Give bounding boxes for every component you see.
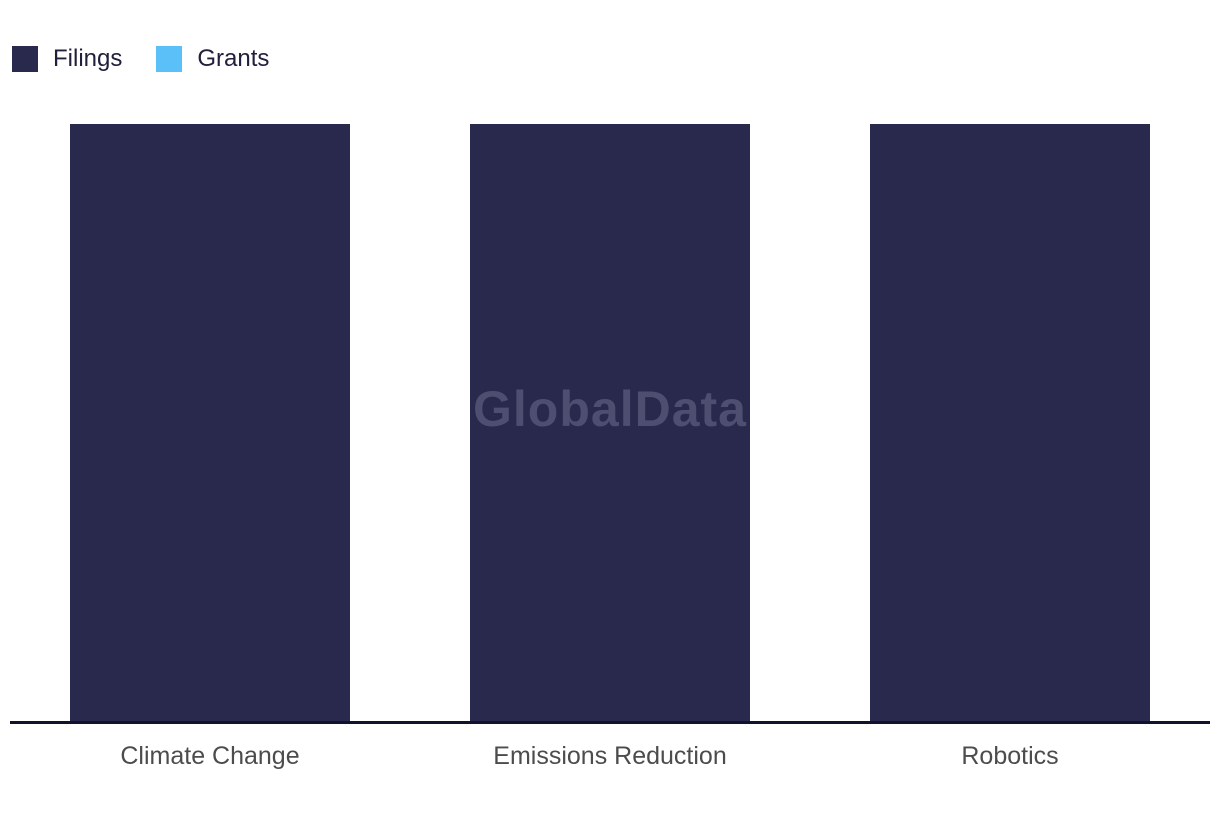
filings-swatch xyxy=(12,46,38,72)
legend-label-filings: Filings xyxy=(53,45,123,72)
plot-area xyxy=(0,124,1220,722)
legend-label-grants: Grants xyxy=(197,45,270,72)
legend: Filings Grants xyxy=(12,45,269,73)
bar-group-robotics xyxy=(870,124,1150,722)
bar-filings-climate-change[interactable] xyxy=(70,124,350,722)
legend-item-filings[interactable]: Filings xyxy=(12,45,122,73)
bar-group-emissions-reduction xyxy=(470,124,750,722)
bar-filings-emissions-reduction[interactable] xyxy=(470,124,750,722)
category-label-emissions-reduction: Emissions Reduction xyxy=(493,742,727,770)
x-axis-line xyxy=(10,721,1210,724)
category-labels-row: Climate Change Emissions Reduction Robotic… xyxy=(0,741,1220,771)
bar-filings-robotics[interactable] xyxy=(870,124,1150,722)
category-label-robotics: Robotics xyxy=(961,742,1059,770)
category-label-climate-change: Climate Change xyxy=(120,742,300,770)
bar-group-climate-change xyxy=(70,124,350,722)
legend-item-grants[interactable]: Grants xyxy=(156,45,269,73)
grants-swatch xyxy=(156,46,183,72)
